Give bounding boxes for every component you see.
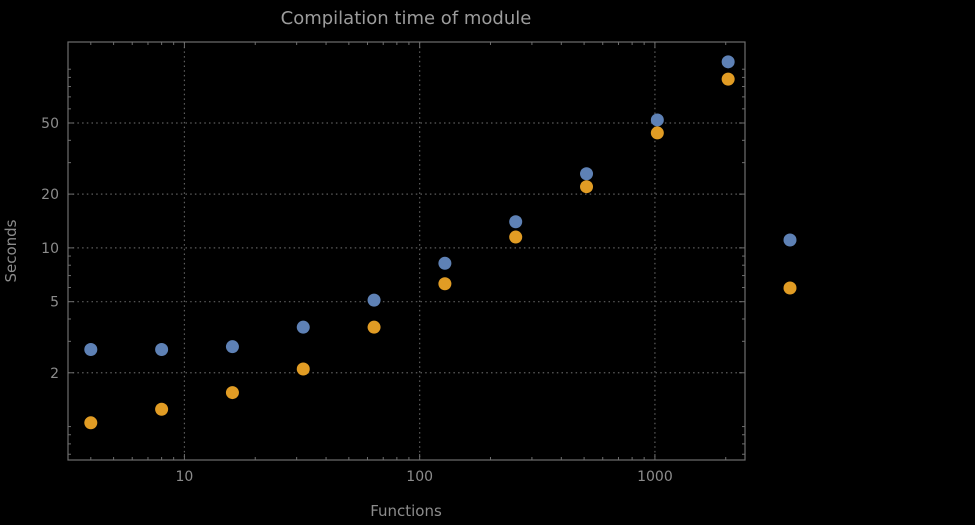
data-point-series-1-blue [650,113,664,127]
grid-lines [68,42,745,460]
chart-title: Compilation time of module [281,8,532,29]
data-point-series-1-blue [438,256,452,270]
x-axis-label: Functions [370,502,442,520]
data-point-series-2-orange [84,416,98,430]
y-tick-label: 20 [41,187,59,203]
plot-frame [67,41,746,461]
data-point-series-2-orange [650,126,664,140]
y-tick-label: 2 [50,366,59,382]
data-point-series-1-blue [225,340,239,354]
legend-markers [783,233,797,295]
data-point-series-1-blue [155,342,169,356]
tick-labels: 10 100 1000 2 5 10 20 50 [41,116,673,485]
y-tick-label: 10 [41,241,59,257]
data-point-series-1-blue [509,215,523,229]
data-points [84,55,735,430]
data-point-series-1-blue [296,320,310,334]
data-point-series-1-blue [580,167,594,181]
x-tick-label: 100 [406,469,433,485]
legend-marker-series-2 [783,281,797,295]
data-point-series-1-blue [367,293,381,307]
plot-frame-group [67,41,746,461]
x-tick-label: 1000 [637,469,673,485]
data-point-series-2-orange [296,362,310,376]
data-point-series-1-blue [721,55,735,69]
data-point-series-2-orange [509,230,523,244]
y-tick-label: 5 [50,295,59,311]
y-axis-label: Seconds [2,219,20,282]
legend-marker-series-1 [783,233,797,247]
data-point-series-2-orange [367,320,381,334]
x-tick-label: 10 [176,469,194,485]
data-point-series-2-orange [580,180,594,194]
data-point-series-1-blue [84,342,98,356]
data-point-series-2-orange [721,72,735,86]
y-tick-label: 50 [41,116,59,132]
data-point-series-2-orange [225,386,239,400]
data-point-series-2-orange [155,402,169,416]
axis-ticks [68,42,745,460]
data-point-series-2-orange [438,277,452,291]
